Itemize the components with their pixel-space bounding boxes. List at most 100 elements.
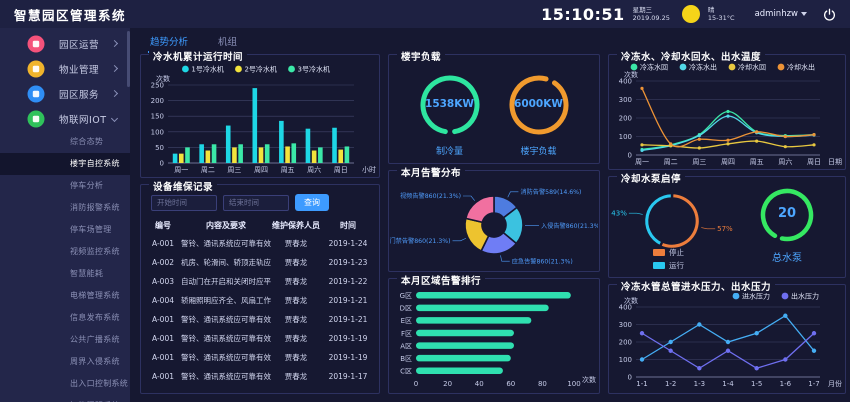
chiller-hours-chart: 1号冷水机 2号冷水机 3号冷水机 0 50 100 150 200 250 次数 小时 周一 周二 周三… [142,57,378,176]
table-row: A-001 警铃、通讯系统应可靠有效 贾春龙 2019-1-19 [152,353,368,362]
sidebar-subitem[interactable]: 楼宇自控系统 [0,153,130,175]
username-label: adminhzw [754,9,798,19]
alarm_rank-svg: G区 D区 E区 F区 A区 B区 C区0 20 40 60 80 100 次数 [400,292,596,388]
sidebar-subitem[interactable]: 智能照明系统 [0,395,130,402]
svg-text:消防告警589(14.6%): 消防告警589(14.6%) [520,188,581,196]
load-gauges: 1538KW 制冷量 6000KW 楼宇负载 [389,55,599,163]
temperature-label: 15-31°C [707,14,735,22]
svg-text:应急告警860(21.3%): 应急告警860(21.3%) [512,257,573,265]
iot-icon [27,110,45,127]
start-time-input[interactable] [151,194,217,211]
chevron-down-icon [801,12,807,16]
legend-item[interactable]: 进水压力 [732,292,770,301]
svg-text:400: 400 [619,78,632,86]
legend-item[interactable]: 冷冻水出 [679,63,717,72]
power-button[interactable] [823,8,836,21]
legend-item[interactable]: 停止 [653,247,684,258]
sidebar-item-2[interactable]: 物业管理 [0,56,130,81]
table-row: A-001 警铃、通讯系统应可靠有效 贾春龙 2019-1-19 [152,334,368,343]
total-pumps-value: 20 [777,206,797,221]
svg-text:300: 300 [619,321,632,329]
sidebar-item-4[interactable]: 物联网IOT [0,106,130,131]
svg-text:周日: 周日 [334,166,348,174]
svg-text:20: 20 [443,380,452,388]
legend-item[interactable]: 运行 [653,260,684,271]
sidebar-subitem[interactable]: 停车分析 [70,181,104,190]
property-management-icon [27,60,45,77]
panel-pump-status: 冷却水泵启停 57% 43% 停止 运行 20 总水泵 [608,171,846,278]
legend-item[interactable]: 冷却水出 [777,63,815,72]
sidebar-subitem[interactable]: 周界入侵系统 [70,357,120,366]
sidebar-subitem[interactable]: 消防报警系统 [70,203,120,212]
legend-item[interactable]: 3号冷水机 [288,65,330,74]
svg-text:门禁告警860(21.3%): 门禁告警860(21.3%) [390,237,451,245]
pump_status-svg: 57% 43% [611,191,733,251]
chevron-right-icon [110,39,119,48]
column-left: 冷水机累计运行时间 1号冷水机 2号冷水机 3号冷水机 0 50 100 150 200 250… [140,49,380,394]
svg-text:冷冻水出: 冷冻水出 [689,63,717,72]
legend-item[interactable]: 冷冻水回 [630,63,668,72]
search-button[interactable]: 查询 [295,194,329,211]
svg-text:100: 100 [151,128,164,136]
legend-swatch [653,249,665,256]
svg-text:日期: 日期 [828,158,842,166]
sidebar-main-nav: 园区运营 物业管理 园区服务 物联网IOT [0,28,130,131]
sidebar-subitem[interactable]: 信息发布系统 [70,313,120,322]
svg-text:100: 100 [619,133,632,141]
legend-item[interactable]: 冷却水回 [728,63,766,72]
svg-text:100: 100 [567,380,580,388]
legend-item[interactable]: 1号冷水机 [182,65,224,74]
svg-text:60: 60 [506,380,515,388]
svg-text:进水压力: 进水压力 [742,292,770,301]
panel-chiller-hours: 冷水机累计运行时间 1号冷水机 2号冷水机 3号冷水机 0 50 100 150 200 250… [140,49,380,178]
svg-text:周一: 周一 [174,166,188,174]
water-temperature-chart: 冷冻水回 冷冻水出 冷却水回 冷却水出 0 100 200 300 400 次数 日期 周一 周二 周三 周… [610,57,844,168]
cooling-capacity-gauge: 1538KW 制冷量 [415,73,485,157]
svg-text:周五: 周五 [750,158,764,166]
svg-text:小时: 小时 [362,165,376,174]
sidebar-item-1[interactable]: 园区运营 [0,31,130,56]
svg-text:周三: 周三 [692,158,706,166]
svg-text:周二: 周二 [664,158,678,166]
svg-text:200: 200 [619,115,632,123]
svg-text:A区: A区 [400,342,412,350]
svg-text:视频告警860(21.3%): 视频告警860(21.3%) [400,192,461,200]
gauge-ring [760,188,814,242]
sidebar-subitem[interactable]: 电梯管理系统 [70,291,120,300]
legend-item[interactable]: 2号冷水机 [235,65,277,74]
sidebar: 园区运营 物业管理 园区服务 物联网IOT 综合态势楼宇自控系统停车分析消防报警系统停… [0,28,130,402]
total-pumps-label: 总水泵 [772,253,802,264]
main-content: 趋势分析 机组 冷水机累计运行时间 1号冷水机 2号冷水机 3号冷水机 0 50 100 15… [130,28,850,402]
alarm-ranking-chart: G区 D区 E区 F区 A区 B区 C区 0 20 40 60 80 100 次数 [390,281,598,392]
sidebar-subitem[interactable]: 停车场管理 [70,225,112,234]
sidebar-item-3[interactable]: 园区服务 [0,81,130,106]
svg-text:43%: 43% [611,209,627,217]
tab-2[interactable]: 机组 [218,37,238,48]
svg-text:C区: C区 [400,367,412,375]
svg-text:0: 0 [628,152,632,160]
gauge-ring [509,75,568,135]
total-pumps-gauge: 20 总水泵 [757,187,817,264]
sidebar-subitem[interactable]: 综合态势 [70,137,104,146]
svg-text:3号冷水机: 3号冷水机 [298,65,330,74]
sidebar-subitem[interactable]: 出入口控制系统 [70,379,129,388]
end-time-input[interactable] [223,194,289,211]
svg-text:G区: G区 [400,292,412,300]
user-menu[interactable]: adminhzw [755,9,807,19]
sidebar-scrollbar[interactable] [127,31,130,87]
svg-text:周五: 周五 [281,166,295,174]
sidebar-subitem[interactable]: 视频监控系统 [70,247,120,256]
svg-text:150: 150 [151,113,164,121]
sidebar-subitem[interactable]: 公共广播系统 [70,335,120,344]
table-row: A-001 警铃、通讯系统应可靠有效 贾春龙 2019-1-21 [152,315,368,324]
table-row: A-003自动门在开启和关闭时应平稳无震落贾春龙2019-1-22 [152,277,368,286]
gauge-label: 楼宇负载 [520,147,557,157]
sidebar-subitem[interactable]: 智慧能耗 [70,269,104,278]
legend-item[interactable]: 出水压力 [781,292,819,301]
svg-text:月份: 月份 [828,379,842,388]
water-pressure-chart: 进水压力 出水压力 0 100 200 300 400 次数 月份 1-1 1-2 1-3 1-4 1-5… [610,287,844,392]
svg-text:1-6: 1-6 [780,380,792,388]
